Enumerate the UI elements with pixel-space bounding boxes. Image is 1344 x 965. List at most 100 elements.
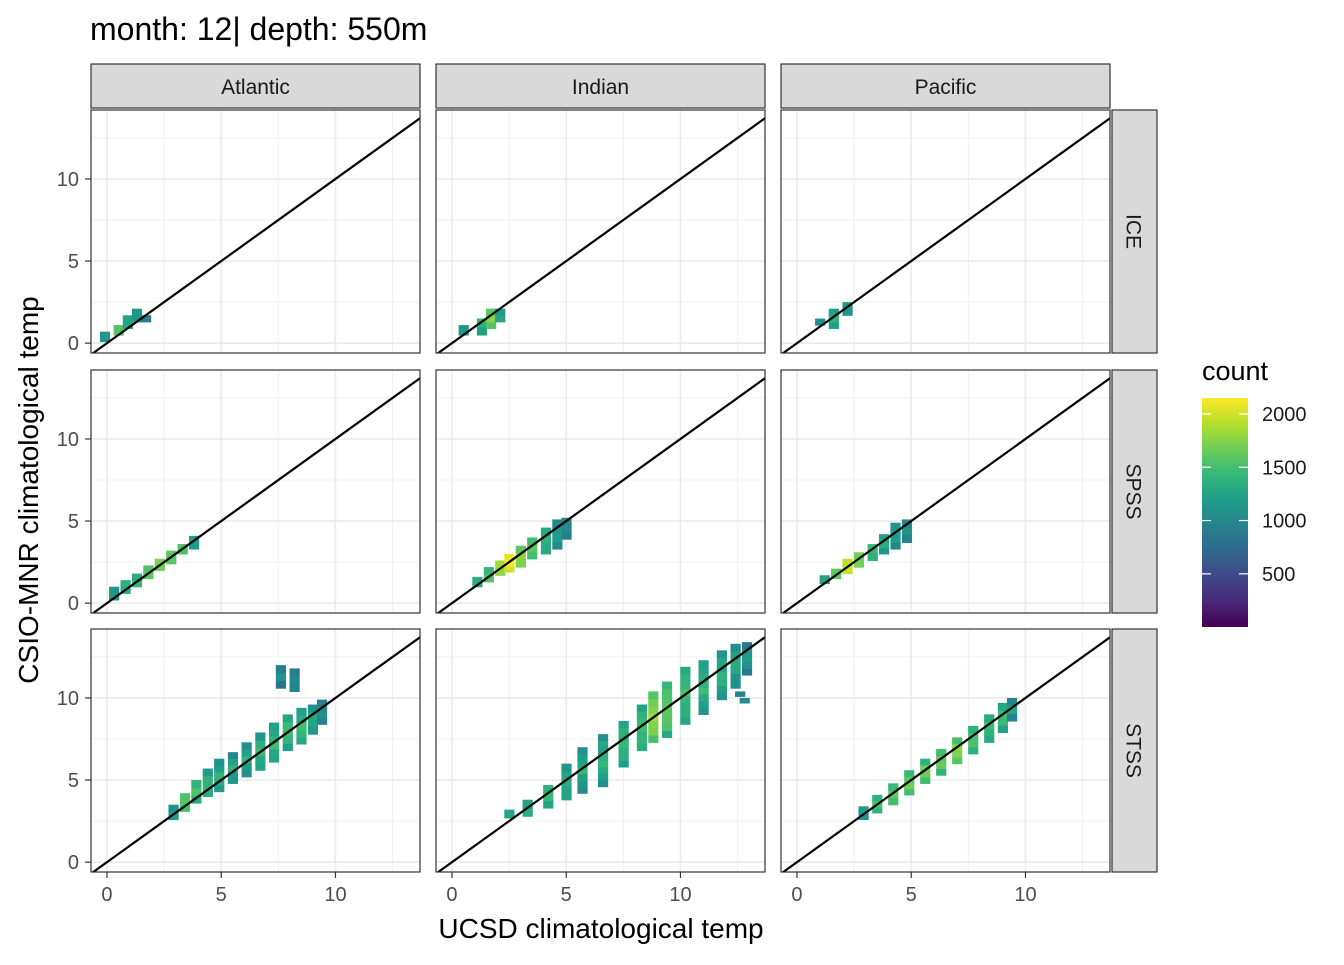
strip-ice — [1111, 109, 1158, 354]
heatmap-tile — [527, 544, 538, 553]
heatmap-tile — [618, 740, 629, 748]
heatmap-tile — [552, 519, 563, 528]
heatmap-tile — [680, 695, 691, 704]
heatmap-tile — [920, 758, 931, 766]
y-tick-label: 10 — [57, 688, 79, 710]
heatmap-tile — [698, 660, 709, 668]
strip-indian — [435, 63, 766, 109]
heatmap-tile — [842, 308, 853, 316]
heatmap-tile — [495, 567, 506, 576]
strip-pacific — [780, 63, 1111, 109]
heatmap-tile — [109, 586, 120, 594]
heatmap-tile — [618, 727, 629, 735]
heatmap-tile — [202, 768, 213, 777]
legend-tick-label: 1500 — [1262, 457, 1307, 479]
heatmap-tile — [735, 691, 746, 697]
heatmap-tile — [597, 740, 609, 748]
heatmap-tile — [648, 698, 659, 707]
heatmap-tile — [189, 542, 200, 550]
heatmap-tile — [577, 747, 588, 755]
heatmap-tile — [648, 691, 659, 700]
heatmap-tile — [730, 651, 741, 660]
heatmap-tile — [307, 711, 319, 720]
heatmap-tile — [815, 318, 826, 326]
heatmap-tile — [179, 799, 191, 806]
heatmap-tile — [122, 315, 133, 323]
heatmap-tile — [879, 534, 890, 542]
legend-tick-label: 2000 — [1262, 404, 1307, 426]
heatmap-tile — [543, 800, 554, 809]
heatmap-tile — [636, 704, 648, 712]
heatmap-tile — [577, 773, 588, 781]
heatmap-tile — [227, 752, 239, 759]
heatmap-tile — [842, 558, 853, 567]
y-tick-label: 0 — [68, 593, 79, 615]
reference-line-y-equals-x — [781, 636, 1110, 872]
heatmap-tile — [618, 760, 629, 768]
heatmap-tile — [289, 676, 300, 685]
heatmap-tile — [131, 580, 143, 588]
heatmap-tile — [661, 716, 673, 725]
heatmap-tile — [561, 524, 572, 533]
heatmap-tile — [716, 685, 727, 694]
heatmap-tile — [920, 771, 931, 778]
heatmap-tile — [214, 784, 225, 793]
heatmap-tile — [853, 559, 865, 568]
heatmap-tile — [515, 559, 526, 568]
heatmap-tile — [901, 527, 913, 536]
heatmap-tile — [289, 683, 300, 692]
heatmap-tile — [1006, 697, 1018, 707]
heatmap-tile — [597, 734, 609, 742]
heatmap-tile — [680, 666, 691, 675]
heatmap-tile — [597, 760, 609, 768]
y-tick-label: 5 — [68, 251, 79, 273]
strip-stss — [1111, 628, 1158, 873]
heatmap-tile — [597, 747, 609, 755]
heatmap-tile — [1006, 705, 1018, 714]
heatmap-tile — [984, 714, 995, 722]
reference-line-y-equals-x — [781, 117, 1110, 353]
heatmap-tile — [890, 535, 901, 543]
heatmap-tile — [168, 812, 179, 821]
heatmap-tile — [984, 728, 995, 736]
heatmap-tile — [680, 709, 691, 718]
heatmap-tile — [296, 722, 307, 731]
x-tick-label: 10 — [1014, 884, 1036, 906]
heatmap-tile — [275, 680, 287, 689]
heatmap-tile — [289, 668, 300, 677]
panel-pacific-stss: 0 5 10 — [780, 628, 1111, 906]
heatmap-tile — [561, 792, 572, 801]
heatmap-tile — [648, 705, 659, 714]
panel-border — [435, 369, 766, 614]
heatmap-tiles — [168, 665, 328, 821]
panel-pacific-spss — [780, 369, 1111, 614]
heatmap-tile — [741, 661, 753, 670]
heatmap-tile — [561, 778, 572, 786]
heatmap-tile — [730, 665, 741, 674]
heatmap-tile — [515, 545, 526, 554]
panel-indian-ice — [435, 109, 766, 354]
heatmap-tile — [888, 783, 899, 792]
heatmap-tile — [522, 807, 533, 817]
heatmap-tile — [214, 771, 225, 780]
heatmap-tile — [872, 806, 883, 814]
heatmap-tile — [282, 736, 293, 744]
y-tick-label: 5 — [68, 511, 79, 533]
facet-panels: Atlantic Indian Pacific ICE SPSS STSS 0 5 10 0 5 10… — [57, 63, 1158, 906]
heatmap-tile — [716, 692, 727, 701]
heatmap-tiles — [472, 517, 572, 588]
heatmap-tile — [968, 725, 979, 734]
reference-line-y-equals-x — [436, 117, 765, 353]
strip-atlantic — [90, 63, 421, 109]
heatmap-tile — [698, 687, 709, 695]
x-tick-label: 0 — [446, 884, 457, 906]
heatmap-tile — [268, 735, 280, 743]
heatmap-tile — [716, 657, 727, 666]
heatmap-tile — [968, 746, 979, 755]
heatmap-tile — [307, 719, 319, 728]
heatmap-tile — [131, 315, 143, 323]
heatmap-tile — [968, 739, 979, 748]
heatmap-tile — [661, 723, 673, 731]
heatmap-tile — [241, 742, 252, 750]
